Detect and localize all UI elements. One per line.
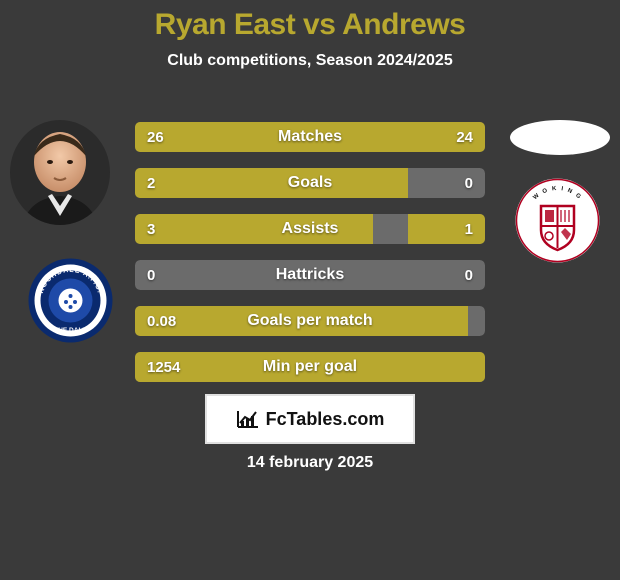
bar-value-left: 2 — [135, 168, 167, 198]
brand-text: FcTables.com — [266, 409, 385, 430]
stat-row: Hattricks0 0 — [135, 260, 485, 290]
player-photo-right — [510, 120, 610, 155]
chart-icon — [236, 409, 260, 429]
bar-label: Matches — [135, 122, 485, 152]
stat-row: Goals2 0 — [135, 168, 485, 198]
bar-value-right — [461, 306, 485, 336]
stat-bars: Matches2624Goals20Assists31Hattricks00Go… — [135, 122, 485, 398]
bar-value-right — [461, 352, 485, 382]
stat-row: Matches26 24 — [135, 122, 485, 152]
bar-value-left: 1254 — [135, 352, 192, 382]
stat-row: Assists3 1 — [135, 214, 485, 244]
subtitle: Club competitions, Season 2024/2025 — [0, 52, 620, 70]
bar-label: Hattricks — [135, 260, 485, 290]
player-photo-left — [10, 120, 110, 225]
page-title: Ryan East vs Andrews — [0, 0, 620, 42]
club-badge-left: ROCHDALE A.F.C. THE DALE — [28, 258, 113, 343]
bar-value-right: 1 — [453, 214, 485, 244]
brand-box[interactable]: FcTables.com — [205, 394, 415, 444]
badge-icon: ROCHDALE A.F.C. THE DALE — [28, 258, 113, 343]
stat-row: Min per goal1254 — [135, 352, 485, 382]
bar-value-left: 0.08 — [135, 306, 188, 336]
bar-value-left: 0 — [135, 260, 167, 290]
bar-value-right: 24 — [444, 122, 485, 152]
date-text: 14 february 2025 — [0, 454, 620, 472]
badge-icon: W O K I N G — [515, 178, 600, 263]
person-icon — [10, 120, 110, 225]
bar-label: Assists — [135, 214, 485, 244]
comparison-card: Ryan East vs Andrews Club competitions, … — [0, 0, 620, 580]
club-badge-right: W O K I N G — [515, 178, 600, 263]
bar-value-right: 0 — [453, 260, 485, 290]
bar-label: Goals — [135, 168, 485, 198]
bar-value-right: 0 — [453, 168, 485, 198]
bar-value-left: 26 — [135, 122, 176, 152]
svg-text:THE DALE: THE DALE — [54, 327, 87, 334]
bar-value-left: 3 — [135, 214, 167, 244]
stat-row: Goals per match0.08 — [135, 306, 485, 336]
